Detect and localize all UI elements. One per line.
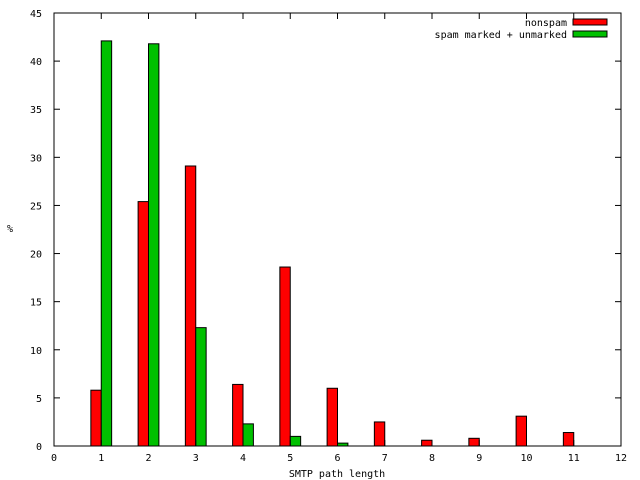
x-tick-label: 0 [51, 453, 57, 464]
bar-spam-1 [100, 40, 113, 447]
bar-nonspam-9 [468, 437, 480, 447]
bar-nonspam-3 [184, 165, 197, 447]
bar-spam-2 [148, 43, 160, 447]
y-tick-label: 5 [36, 394, 42, 405]
x-tick-label: 7 [382, 453, 388, 464]
y-tick-label: 30 [30, 153, 42, 164]
x-tick-label: 1 [98, 453, 104, 464]
legend-swatch [572, 18, 608, 26]
legend-label: spam marked + unmarked [435, 30, 567, 41]
x-tick-label: 8 [429, 453, 435, 464]
bar-nonspam-1 [90, 389, 102, 447]
y-axis-label: % [7, 224, 13, 235]
y-tick-label: 0 [36, 442, 42, 453]
bar-nonspam-7 [373, 421, 386, 447]
x-tick-label: 10 [520, 453, 532, 464]
bar-nonspam-10 [515, 415, 527, 447]
bar-spam-6 [337, 442, 349, 447]
legend-label: nonspam [525, 18, 567, 29]
bar-nonspam-8 [421, 439, 433, 447]
bar-nonspam-5 [279, 266, 291, 447]
y-tick-label: 15 [30, 298, 42, 309]
y-tick-label: 45 [30, 9, 42, 20]
x-tick-label: 12 [615, 453, 627, 464]
bar-spam-4 [242, 423, 254, 447]
bar-nonspam-4 [232, 383, 244, 447]
y-tick-label: 35 [30, 105, 42, 116]
x-tick-label: 5 [287, 453, 293, 464]
x-tick-label: 6 [334, 453, 340, 464]
bar-nonspam-6 [326, 387, 339, 447]
x-tick-label: 9 [476, 453, 482, 464]
x-axis-label: SMTP path length [289, 469, 385, 480]
x-tick-label: 2 [145, 453, 151, 464]
x-tick-label: 4 [240, 453, 246, 464]
legend-swatch [572, 30, 608, 38]
y-tick-label: 40 [30, 57, 42, 68]
bar-nonspam-2 [137, 201, 149, 447]
y-tick-label: 20 [30, 250, 42, 261]
x-tick-label: 3 [193, 453, 199, 464]
bar-spam-3 [195, 327, 207, 447]
bars-group [90, 40, 575, 447]
y-tick-label: 10 [30, 346, 42, 357]
y-tick-label: 25 [30, 201, 42, 212]
x-tick-label: 11 [568, 453, 580, 464]
bar-nonspam-11 [562, 432, 575, 447]
bar-spam-5 [289, 435, 302, 447]
